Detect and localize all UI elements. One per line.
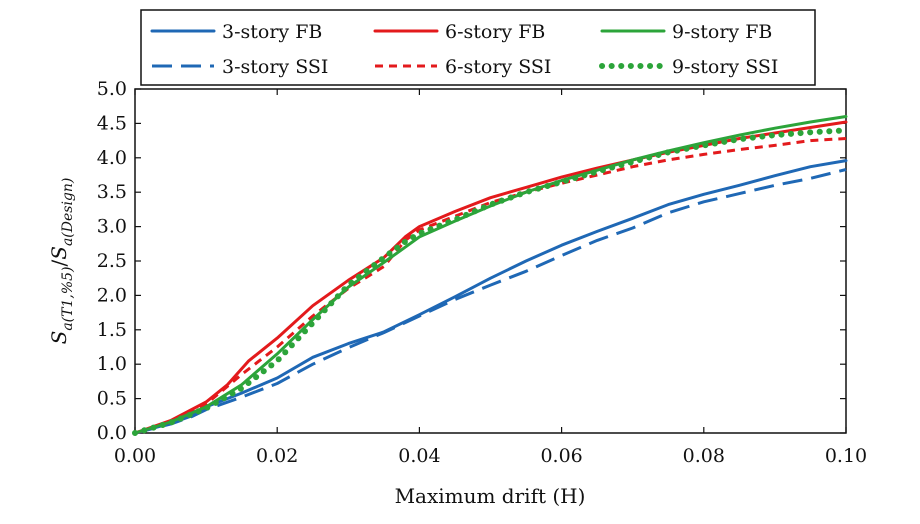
x-tick-label: 0.00: [114, 445, 156, 467]
y-tick-label: 3.0: [97, 216, 127, 238]
svg-text:Sa(T1,%5)/Sa(Design): Sa(T1,%5)/Sa(Design): [47, 178, 76, 345]
series-line-9-story-ssi: [135, 130, 846, 433]
series-line-9-story-fb: [135, 117, 846, 434]
x-tick-label: 0.02: [256, 445, 298, 467]
x-tick-label: 0.06: [540, 445, 582, 467]
y-tick-label: 4.0: [97, 147, 127, 169]
y-axis-title: Sa(T1,%5)/Sa(Design): [47, 178, 76, 345]
y-tick-label: 1.5: [97, 319, 127, 341]
legend-label-3-story-ssi: 3-story SSI: [222, 56, 328, 78]
legend-label-6-story-ssi: 6-story SSI: [445, 56, 551, 78]
x-tick-label: 0.04: [398, 445, 440, 467]
y-tick-label: 1.0: [97, 353, 127, 375]
x-axis-title: Maximum drift (H): [395, 484, 586, 508]
y-tick-label: 5.0: [97, 78, 127, 100]
y-tick-label: 3.5: [97, 181, 127, 203]
y-tick-label: 2.0: [97, 284, 127, 306]
y-title-sub2: a(Design): [60, 178, 76, 246]
series-line-3-story-fb: [135, 161, 846, 433]
y-tick-label: 0.5: [97, 388, 127, 410]
legend-label-6-story-fb: 6-story FB: [445, 21, 545, 43]
x-tick-label: 0.08: [683, 445, 725, 467]
y-tick-label: 2.5: [97, 250, 127, 272]
y-title-s1: S: [47, 331, 71, 345]
y-tick-label: 0.0: [97, 422, 127, 444]
legend-label-3-story-fb: 3-story FB: [222, 21, 322, 43]
series-layer: [135, 117, 846, 434]
y-title-s2: S: [47, 246, 71, 260]
plot-frame: [135, 89, 846, 433]
x-tick-label: 0.10: [825, 445, 867, 467]
y-title-sub1: a(T1,%5): [60, 266, 76, 330]
legend-label-9-story-ssi: 9-story SSI: [672, 56, 778, 78]
legend-label-9-story-fb: 9-story FB: [672, 21, 772, 43]
y-tick-label: 4.5: [97, 112, 127, 134]
